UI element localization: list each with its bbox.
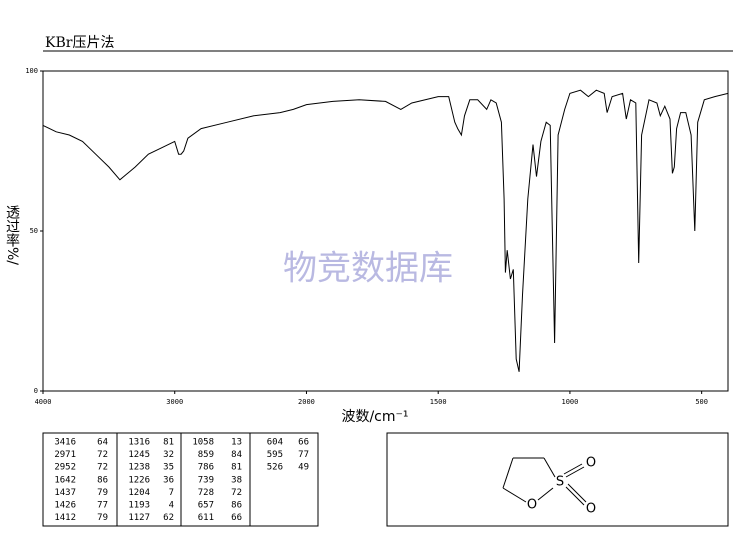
peak-wavenumber: 657 [198,501,214,511]
x-tick-label: 1500 [430,398,447,406]
peak-wavenumber: 1238 [128,463,150,473]
x-tick-label: 500 [695,398,708,406]
peak-wavenumber: 1316 [128,438,150,448]
x-tick-label: 4000 [35,398,52,406]
y-tick-label: 50 [30,227,38,235]
chart-title: KBr压片法 [45,35,114,51]
y-axis-label: 透过率%/ [4,205,20,265]
x-tick-label: 2000 [298,398,315,406]
peak-intensity: 35 [163,463,174,473]
peak-intensity: 38 [231,475,242,485]
peak-wavenumber: 1642 [54,475,76,485]
x-tick-label: 1000 [561,398,578,406]
atom-label: S [556,475,564,490]
y-tick-label: 0 [34,387,38,395]
peak-wavenumber: 1127 [128,513,150,523]
peak-wavenumber: 786 [198,463,214,473]
peak-wavenumber: 526 [267,463,283,473]
watermark: 物竞数据库 [283,249,453,289]
peak-wavenumber: 1412 [54,513,76,523]
peak-wavenumber: 595 [267,450,283,460]
peak-wavenumber: 1245 [128,450,150,460]
peak-intensity: 84 [231,450,242,460]
peak-intensity: 77 [298,450,309,460]
peak-intensity: 36 [163,475,174,485]
atom-label: O [586,456,596,471]
peak-intensity: 4 [169,501,174,511]
peak-intensity: 72 [97,450,108,460]
peak-wavenumber: 2952 [54,463,76,473]
peak-wavenumber: 2971 [54,450,76,460]
peak-intensity: 72 [231,488,242,498]
peak-wavenumber: 611 [198,513,214,523]
peak-wavenumber: 1437 [54,488,76,498]
peak-wavenumber: 859 [198,450,214,460]
atom-label: O [527,498,537,513]
peak-wavenumber: 1058 [192,438,214,448]
peak-intensity: 49 [298,463,309,473]
plot-frame [42,70,729,392]
peak-wavenumber: 1204 [128,488,150,498]
peak-intensity: 62 [163,513,174,523]
peak-intensity: 64 [97,438,108,448]
peak-intensity: 79 [97,488,108,498]
peak-intensity: 81 [163,438,174,448]
peak-intensity: 66 [231,513,242,523]
peak-intensity: 86 [97,475,108,485]
peak-intensity: 66 [298,438,309,448]
peak-intensity: 86 [231,501,242,511]
peak-intensity: 77 [97,501,108,511]
peak-intensity: 79 [97,513,108,523]
structure-box [386,432,729,527]
peak-wavenumber: 3416 [54,438,76,448]
structure-bonds [502,457,587,506]
peak-intensity: 81 [231,463,242,473]
x-tick-label: 3000 [166,398,183,406]
peak-wavenumber: 1193 [128,501,150,511]
peak-intensity: 13 [231,438,242,448]
x-axis-label: 波数/cm⁻¹ [341,409,408,425]
peak-wavenumber: 1426 [54,501,76,511]
atom-label: O [586,502,596,517]
peak-wavenumber: 604 [267,438,283,448]
peak-intensity: 72 [97,463,108,473]
peak-wavenumber: 1226 [128,475,150,485]
peak-wavenumber: 739 [198,475,214,485]
spectrum-line [42,89,729,372]
peak-intensity: 32 [163,450,174,460]
peak-intensity: 7 [169,488,174,498]
peak-wavenumber: 728 [198,488,214,498]
y-tick-label: 100 [25,67,38,75]
